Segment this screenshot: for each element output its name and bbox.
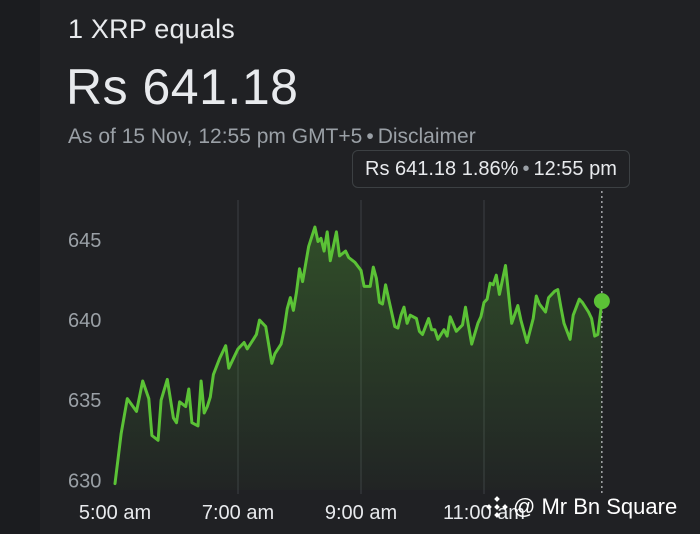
x-tick-label: 7:00 am bbox=[202, 502, 274, 524]
conversion-title: 1 XRP equals bbox=[68, 14, 236, 44]
binance-logo-icon bbox=[486, 496, 508, 518]
tooltip-change: 1.86% bbox=[461, 157, 519, 180]
price-line bbox=[113, 225, 604, 486]
watermark: @ Mr Bn Square bbox=[485, 494, 677, 520]
price-area-fill bbox=[115, 227, 602, 490]
y-tick-label: 630 bbox=[68, 470, 101, 492]
y-tick-label: 645 bbox=[68, 230, 101, 252]
price-tooltip: Rs 641.18 1.86% • 12:55 pm bbox=[352, 150, 630, 188]
tooltip-value: Rs 641.18 bbox=[365, 157, 457, 180]
as-of-text: As of 15 Nov, 12:55 pm GMT+5 bbox=[68, 125, 363, 148]
price-value: Rs 641.18 bbox=[66, 59, 299, 115]
y-axis-labels: 645 640 635 630 bbox=[68, 230, 101, 492]
tooltip-time: 12:55 pm bbox=[533, 157, 617, 180]
separator-dot: • bbox=[366, 125, 374, 148]
x-tick-label: 9:00 am bbox=[325, 502, 397, 524]
x-tick-label: 5:00 am bbox=[79, 502, 151, 524]
watermark-text: @ Mr Bn Square bbox=[513, 494, 678, 519]
disclaimer-link[interactable]: Disclaimer bbox=[377, 125, 476, 148]
as-of-line: As of 15 Nov, 12:55 pm GMT+5 • Disclaimer bbox=[68, 125, 476, 149]
x-axis-labels: 5:00 am 7:00 am 9:00 am 11:00 am bbox=[79, 502, 525, 524]
tooltip-separator: • bbox=[522, 157, 530, 180]
y-tick-label: 635 bbox=[68, 390, 101, 412]
y-tick-label: 640 bbox=[68, 310, 101, 332]
current-price-point[interactable] bbox=[593, 293, 610, 310]
